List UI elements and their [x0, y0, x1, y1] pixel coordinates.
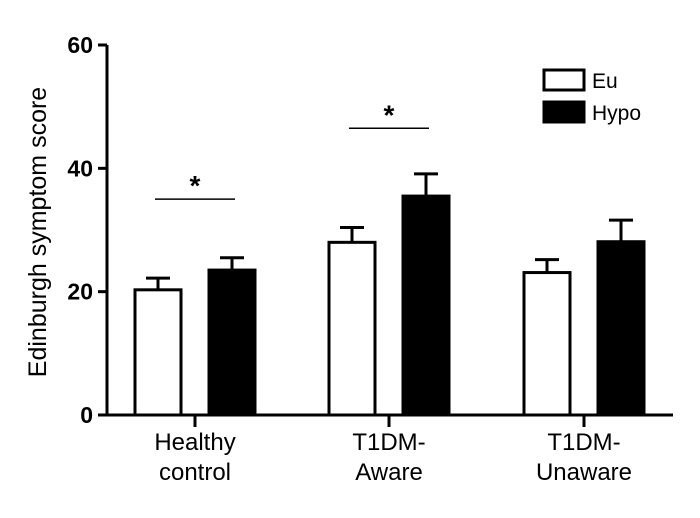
y-tick-label: 0 [80, 402, 93, 428]
x-tick-label: control [159, 459, 231, 486]
bar-eu [327, 240, 377, 417]
x-tick-label: T1DM- [352, 429, 425, 456]
y-axis-label: Edinburgh symptom score [24, 87, 52, 377]
legend-label: Hypo [592, 102, 641, 125]
x-tick-label: Unaware [536, 459, 632, 486]
legend-swatch-hypo [542, 100, 586, 124]
y-tick-label: 20 [67, 279, 93, 305]
legend-label: Eu [592, 70, 618, 93]
y-tick-label: 60 [67, 32, 93, 58]
legend-swatch-eu [542, 68, 586, 92]
x-tick-label: Healthy [154, 429, 235, 456]
significance-marker: * [384, 99, 395, 130]
bar-hypo [401, 194, 451, 417]
y-tick-label: 40 [67, 155, 93, 181]
bar-eu [522, 271, 572, 417]
bar-hypo [596, 240, 646, 417]
bar-eu [133, 288, 183, 417]
x-tick-label: Aware [355, 459, 423, 486]
x-tick-label: T1DM- [547, 429, 620, 456]
bar-hypo [207, 268, 257, 417]
significance-marker: * [190, 170, 201, 201]
